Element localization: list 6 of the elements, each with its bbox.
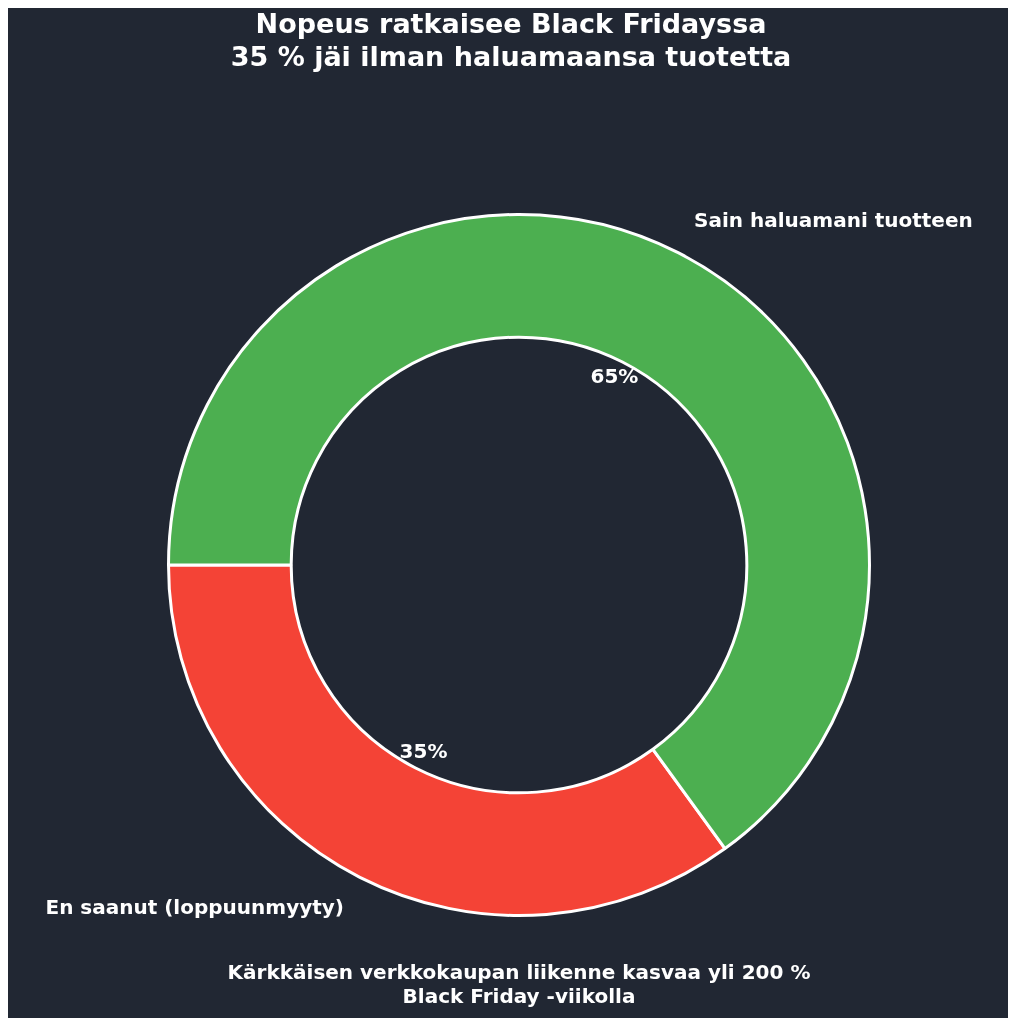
data-label: 35% [399, 738, 448, 763]
slice-label: Sain haluamani tuotteen [694, 207, 973, 232]
data-label: 65% [590, 363, 639, 388]
slice-label: En saanut (loppuunmyyty) [45, 894, 344, 919]
text: Kärkkäisen verkkokaupan liikenne kasvaa yli 200 % Black Friday -viikolla [227, 960, 811, 1009]
chart-title: Nopeus ratkaisee Black Fridayssa 35 % jäi ilman haluamaansa tuotetta [230, 8, 792, 73]
